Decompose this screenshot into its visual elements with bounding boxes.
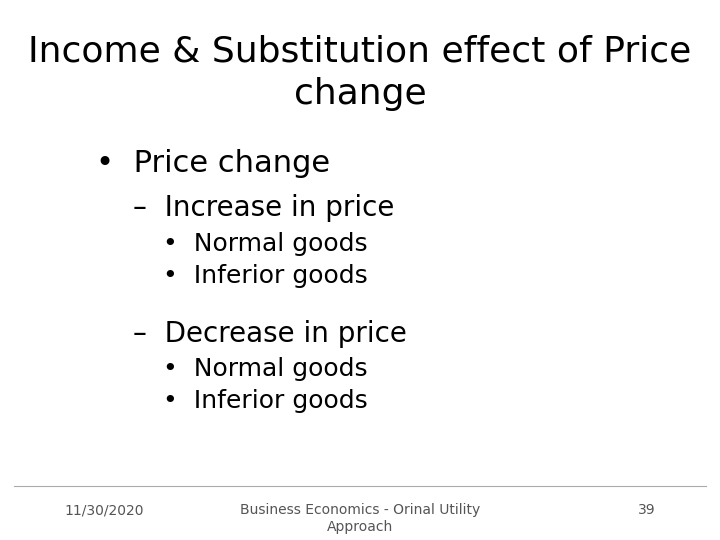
Text: 11/30/2020: 11/30/2020 (65, 503, 145, 517)
Text: –  Decrease in price: – Decrease in price (132, 320, 406, 348)
Text: •  Normal goods: • Normal goods (163, 357, 368, 381)
Text: •  Price change: • Price change (96, 149, 330, 178)
Text: Business Economics - Orinal Utility
Approach: Business Economics - Orinal Utility Appr… (240, 503, 480, 534)
Text: •  Inferior goods: • Inferior goods (163, 389, 368, 413)
Text: 39: 39 (637, 503, 655, 517)
Text: –  Increase in price: – Increase in price (132, 194, 394, 222)
Text: •  Normal goods: • Normal goods (163, 232, 368, 256)
Text: •  Inferior goods: • Inferior goods (163, 264, 368, 288)
Text: Income & Substitution effect of Price
change: Income & Substitution effect of Price ch… (28, 35, 692, 111)
